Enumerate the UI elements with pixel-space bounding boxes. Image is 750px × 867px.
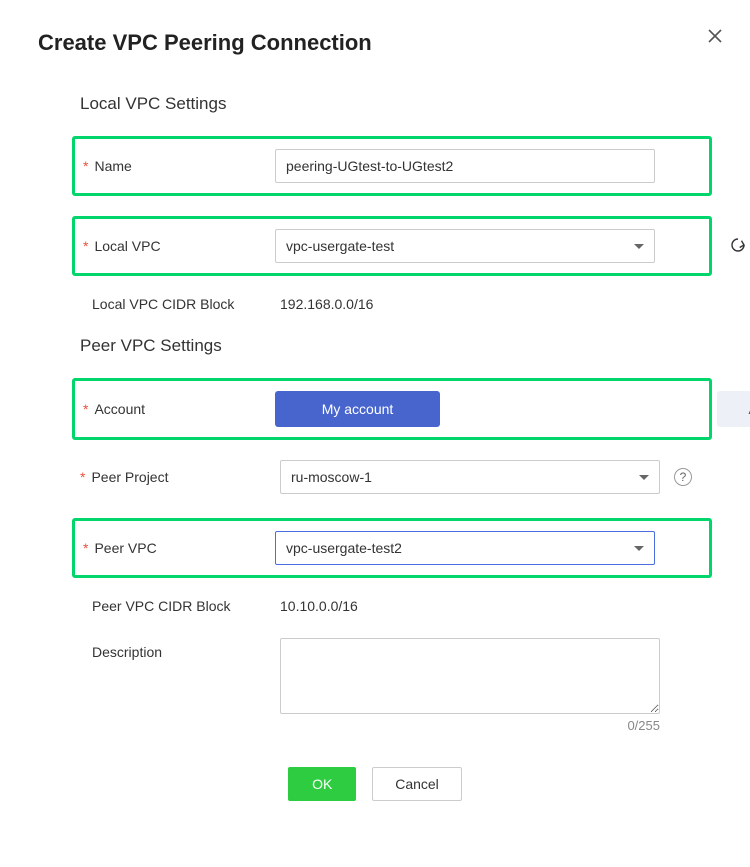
description-label: Description bbox=[80, 638, 280, 660]
ok-button[interactable]: OK bbox=[288, 767, 356, 801]
char-counter: 0/255 bbox=[627, 718, 660, 733]
description-textarea[interactable] bbox=[280, 638, 660, 714]
help-icon[interactable]: ? bbox=[674, 468, 692, 486]
account-other-toggle[interactable]: Another account bbox=[717, 391, 750, 427]
name-input[interactable] bbox=[275, 149, 655, 183]
peer-vpc-row: * Peer VPC vpc-usergate-test2 bbox=[72, 518, 712, 578]
account-label: * Account bbox=[75, 401, 275, 417]
chevron-down-icon bbox=[634, 244, 644, 249]
local-vpc-row: * Local VPC vpc-usergate-test bbox=[72, 216, 712, 276]
peer-cidr-row: Peer VPC CIDR Block 10.10.0.0/16 bbox=[80, 598, 712, 614]
local-vpc-section: Local VPC Settings * Name * Local VPC vp… bbox=[38, 94, 712, 312]
cancel-button[interactable]: Cancel bbox=[372, 767, 462, 801]
chevron-down-icon bbox=[634, 546, 644, 551]
peer-project-row: * Peer Project ru-moscow-1 ? bbox=[80, 460, 712, 494]
local-section-title: Local VPC Settings bbox=[80, 94, 712, 114]
account-toggle-group: My account bbox=[275, 391, 440, 427]
peer-section-title: Peer VPC Settings bbox=[80, 336, 712, 356]
peer-cidr-label: Peer VPC CIDR Block bbox=[80, 598, 280, 614]
required-mark: * bbox=[83, 401, 88, 417]
peer-vpc-select[interactable]: vpc-usergate-test2 bbox=[275, 531, 655, 565]
local-cidr-row: Local VPC CIDR Block 192.168.0.0/16 bbox=[80, 296, 712, 312]
peer-project-select[interactable]: ru-moscow-1 bbox=[280, 460, 660, 494]
required-mark: * bbox=[83, 238, 88, 254]
description-row: Description 0/255 bbox=[80, 638, 712, 733]
create-vpc-peering-dialog: Create VPC Peering Connection Local VPC … bbox=[0, 0, 750, 841]
dialog-title: Create VPC Peering Connection bbox=[38, 30, 712, 56]
refresh-icon[interactable] bbox=[729, 236, 747, 257]
close-icon[interactable] bbox=[708, 28, 722, 46]
account-row: * Account My account Another account ? bbox=[72, 378, 712, 440]
peer-vpc-label: * Peer VPC bbox=[75, 540, 275, 556]
name-row: * Name bbox=[72, 136, 712, 196]
peer-project-label: * Peer Project bbox=[80, 469, 280, 485]
local-vpc-select[interactable]: vpc-usergate-test bbox=[275, 229, 655, 263]
local-cidr-label: Local VPC CIDR Block bbox=[80, 296, 280, 312]
peer-vpc-section: Peer VPC Settings * Account My account A… bbox=[38, 336, 712, 733]
dialog-actions: OK Cancel bbox=[38, 767, 712, 801]
local-vpc-label: * Local VPC bbox=[75, 238, 275, 254]
name-label: * Name bbox=[75, 158, 275, 174]
chevron-down-icon bbox=[639, 475, 649, 480]
required-mark: * bbox=[80, 469, 85, 485]
required-mark: * bbox=[83, 158, 88, 174]
peer-cidr-value: 10.10.0.0/16 bbox=[280, 598, 358, 614]
account-my-toggle[interactable]: My account bbox=[275, 391, 440, 427]
local-cidr-value: 192.168.0.0/16 bbox=[280, 296, 373, 312]
required-mark: * bbox=[83, 540, 88, 556]
